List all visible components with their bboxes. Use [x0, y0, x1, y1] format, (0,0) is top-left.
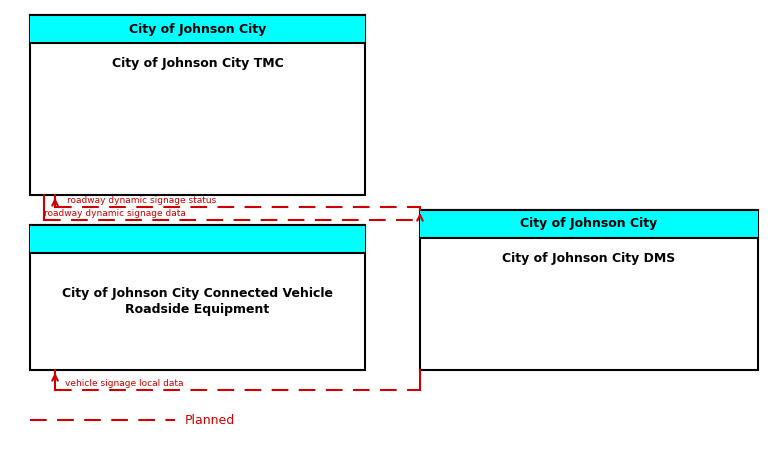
Bar [30, 15, 365, 43]
Bar [420, 210, 758, 370]
Text: roadway dynamic signage data: roadway dynamic signage data [44, 209, 186, 218]
Text: roadway dynamic signage status: roadway dynamic signage status [67, 196, 216, 205]
Bar [30, 225, 365, 253]
Text: City of Johnson City: City of Johnson City [521, 217, 658, 230]
Text: City of Johnson City Connected Vehicle
Roadside Equipment: City of Johnson City Connected Vehicle R… [62, 287, 333, 316]
Text: Planned: Planned [185, 414, 235, 427]
Text: vehicle signage local data: vehicle signage local data [65, 379, 183, 388]
Text: City of Johnson City: City of Johnson City [129, 22, 266, 35]
Text: City of Johnson City DMS: City of Johnson City DMS [503, 252, 676, 265]
Bar [30, 15, 365, 195]
Bar [30, 225, 365, 370]
Text: City of Johnson City TMC: City of Johnson City TMC [112, 57, 283, 70]
Bar [420, 210, 758, 238]
